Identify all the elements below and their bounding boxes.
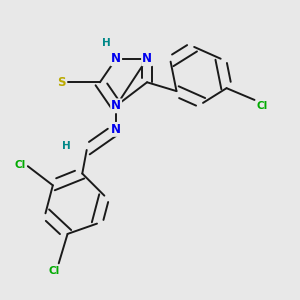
Text: N: N (111, 99, 121, 112)
Text: N: N (142, 52, 152, 65)
Text: Cl: Cl (256, 101, 268, 111)
Text: S: S (57, 76, 66, 89)
Text: N: N (111, 52, 121, 65)
Text: Cl: Cl (49, 266, 60, 276)
Text: H: H (62, 141, 70, 151)
Text: Cl: Cl (15, 160, 26, 170)
Text: N: N (111, 123, 121, 136)
Text: H: H (102, 38, 111, 48)
